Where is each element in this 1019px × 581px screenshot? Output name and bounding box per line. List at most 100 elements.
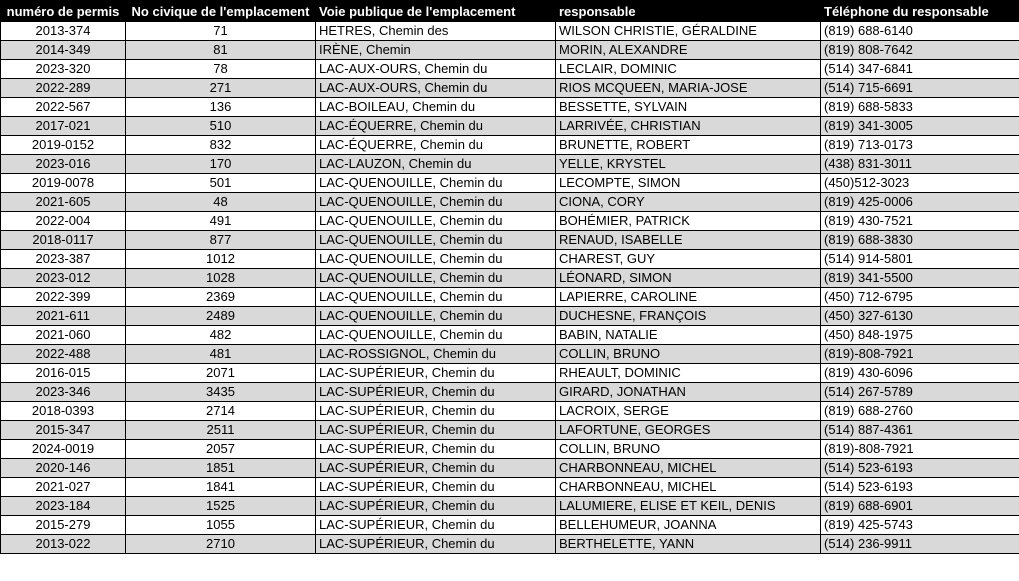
cell-permit-number[interactable]: 2018-0393: [0, 401, 126, 421]
cell-responsible[interactable]: BRUNETTE, ROBERT: [555, 135, 821, 155]
cell-responsible-phone[interactable]: (819) 341-5500: [820, 268, 1019, 288]
cell-permit-number[interactable]: 2015-279: [0, 515, 126, 535]
cell-responsible-phone[interactable]: (819) 688-6140: [820, 21, 1019, 41]
col-header-responsible-phone[interactable]: Téléphone du responsable: [820, 0, 1019, 22]
cell-permit-number[interactable]: 2014-349: [0, 40, 126, 60]
cell-responsible-phone[interactable]: (819) 688-2760: [820, 401, 1019, 421]
cell-civic-number[interactable]: 2057: [125, 439, 316, 459]
cell-responsible[interactable]: WILSON CHRISTIE, GÉRALDINE: [555, 21, 821, 41]
cell-responsible-phone[interactable]: (514) 523-6193: [820, 477, 1019, 497]
cell-responsible[interactable]: GIRARD, JONATHAN: [555, 382, 821, 402]
cell-civic-number[interactable]: 1055: [125, 515, 316, 535]
cell-permit-number[interactable]: 2023-016: [0, 154, 126, 174]
cell-permit-number[interactable]: 2024-0019: [0, 439, 126, 459]
cell-responsible-phone[interactable]: (819) 425-0006: [820, 192, 1019, 212]
cell-responsible[interactable]: BERTHELETTE, YANN: [555, 534, 821, 554]
cell-responsible-phone[interactable]: (438) 831-3011: [820, 154, 1019, 174]
cell-public-road[interactable]: LAC-AUX-OURS, Chemin du: [315, 59, 556, 79]
cell-public-road[interactable]: LAC-QUENOUILLE, Chemin du: [315, 268, 556, 288]
cell-responsible-phone[interactable]: (819) 430-7521: [820, 211, 1019, 231]
cell-responsible[interactable]: MORIN, ALEXANDRE: [555, 40, 821, 60]
cell-public-road[interactable]: IRÈNE, Chemin: [315, 40, 556, 60]
cell-civic-number[interactable]: 170: [125, 154, 316, 174]
cell-responsible-phone[interactable]: (819) 688-3830: [820, 230, 1019, 250]
cell-civic-number[interactable]: 832: [125, 135, 316, 155]
cell-permit-number[interactable]: 2022-004: [0, 211, 126, 231]
cell-civic-number[interactable]: 78: [125, 59, 316, 79]
cell-permit-number[interactable]: 2022-488: [0, 344, 126, 364]
cell-responsible[interactable]: LECOMPTE, SIMON: [555, 173, 821, 193]
cell-public-road[interactable]: LAC-QUENOUILLE, Chemin du: [315, 173, 556, 193]
cell-civic-number[interactable]: 877: [125, 230, 316, 250]
cell-permit-number[interactable]: 2021-060: [0, 325, 126, 345]
cell-responsible[interactable]: LECLAIR, DOMINIC: [555, 59, 821, 79]
cell-responsible[interactable]: RIOS MCQUEEN, MARIA-JOSE: [555, 78, 821, 98]
cell-civic-number[interactable]: 2369: [125, 287, 316, 307]
col-header-permit-number[interactable]: numéro de permis: [0, 0, 126, 22]
cell-responsible-phone[interactable]: (819) 341-3005: [820, 116, 1019, 136]
cell-permit-number[interactable]: 2019-0078: [0, 173, 126, 193]
cell-responsible-phone[interactable]: (514) 236-9911: [820, 534, 1019, 554]
cell-civic-number[interactable]: 71: [125, 21, 316, 41]
cell-public-road[interactable]: LAC-AUX-OURS, Chemin du: [315, 78, 556, 98]
cell-civic-number[interactable]: 271: [125, 78, 316, 98]
cell-public-road[interactable]: LAC-SUPÉRIEUR, Chemin du: [315, 458, 556, 478]
cell-responsible-phone[interactable]: (514) 887-4361: [820, 420, 1019, 440]
cell-public-road[interactable]: LAC-QUENOUILLE, Chemin du: [315, 306, 556, 326]
cell-public-road[interactable]: HETRES, Chemin des: [315, 21, 556, 41]
cell-responsible[interactable]: COLLIN, BRUNO: [555, 344, 821, 364]
cell-responsible[interactable]: LARRIVÉE, CHRISTIAN: [555, 116, 821, 136]
cell-public-road[interactable]: LAC-SUPÉRIEUR, Chemin du: [315, 382, 556, 402]
cell-responsible-phone[interactable]: (819) 713-0173: [820, 135, 1019, 155]
cell-civic-number[interactable]: 1851: [125, 458, 316, 478]
cell-responsible[interactable]: DUCHESNE, FRANÇOIS: [555, 306, 821, 326]
cell-public-road[interactable]: LAC-QUENOUILLE, Chemin du: [315, 230, 556, 250]
col-header-responsible[interactable]: responsable: [555, 0, 821, 22]
cell-civic-number[interactable]: 2071: [125, 363, 316, 383]
cell-civic-number[interactable]: 510: [125, 116, 316, 136]
cell-civic-number[interactable]: 136: [125, 97, 316, 117]
cell-responsible-phone[interactable]: (450) 712-6795: [820, 287, 1019, 307]
cell-responsible-phone[interactable]: (450)512-3023: [820, 173, 1019, 193]
cell-civic-number[interactable]: 81: [125, 40, 316, 60]
cell-responsible[interactable]: CHAREST, GUY: [555, 249, 821, 269]
cell-responsible-phone[interactable]: (819) 688-5833: [820, 97, 1019, 117]
cell-responsible-phone[interactable]: (514) 715-6691: [820, 78, 1019, 98]
cell-responsible[interactable]: RHEAULT, DOMINIC: [555, 363, 821, 383]
cell-permit-number[interactable]: 2023-012: [0, 268, 126, 288]
cell-responsible[interactable]: BESSETTE, SYLVAIN: [555, 97, 821, 117]
cell-permit-number[interactable]: 2016-015: [0, 363, 126, 383]
cell-public-road[interactable]: LAC-QUENOUILLE, Chemin du: [315, 287, 556, 307]
cell-permit-number[interactable]: 2021-027: [0, 477, 126, 497]
cell-public-road[interactable]: LAC-ÉQUERRE, Chemin du: [315, 116, 556, 136]
cell-responsible-phone[interactable]: (819) 425-5743: [820, 515, 1019, 535]
col-header-public-road[interactable]: Voie publique de l'emplacement: [315, 0, 556, 22]
cell-civic-number[interactable]: 1012: [125, 249, 316, 269]
cell-civic-number[interactable]: 2511: [125, 420, 316, 440]
cell-public-road[interactable]: LAC-QUENOUILLE, Chemin du: [315, 211, 556, 231]
cell-permit-number[interactable]: 2023-320: [0, 59, 126, 79]
cell-permit-number[interactable]: 2017-021: [0, 116, 126, 136]
cell-public-road[interactable]: LAC-SUPÉRIEUR, Chemin du: [315, 515, 556, 535]
cell-responsible-phone[interactable]: (514) 347-6841: [820, 59, 1019, 79]
cell-civic-number[interactable]: 1841: [125, 477, 316, 497]
cell-responsible[interactable]: LALUMIERE, ELISE ET KEIL, DENIS: [555, 496, 821, 516]
cell-public-road[interactable]: LAC-QUENOUILLE, Chemin du: [315, 192, 556, 212]
cell-permit-number[interactable]: 2018-0117: [0, 230, 126, 250]
cell-responsible-phone[interactable]: (514) 914-5801: [820, 249, 1019, 269]
cell-permit-number[interactable]: 2019-0152: [0, 135, 126, 155]
cell-public-road[interactable]: LAC-SUPÉRIEUR, Chemin du: [315, 477, 556, 497]
cell-permit-number[interactable]: 2013-022: [0, 534, 126, 554]
cell-public-road[interactable]: LAC-SUPÉRIEUR, Chemin du: [315, 420, 556, 440]
cell-civic-number[interactable]: 2489: [125, 306, 316, 326]
cell-responsible-phone[interactable]: (450) 327-6130: [820, 306, 1019, 326]
cell-civic-number[interactable]: 1028: [125, 268, 316, 288]
cell-responsible-phone[interactable]: (514) 523-6193: [820, 458, 1019, 478]
cell-responsible-phone[interactable]: (819)-808-7921: [820, 439, 1019, 459]
cell-civic-number[interactable]: 482: [125, 325, 316, 345]
cell-permit-number[interactable]: 2021-605: [0, 192, 126, 212]
cell-responsible[interactable]: BELLEHUMEUR, JOANNA: [555, 515, 821, 535]
cell-responsible[interactable]: LAFORTUNE, GEORGES: [555, 420, 821, 440]
cell-permit-number[interactable]: 2022-399: [0, 287, 126, 307]
cell-responsible-phone[interactable]: (819) 808-7642: [820, 40, 1019, 60]
